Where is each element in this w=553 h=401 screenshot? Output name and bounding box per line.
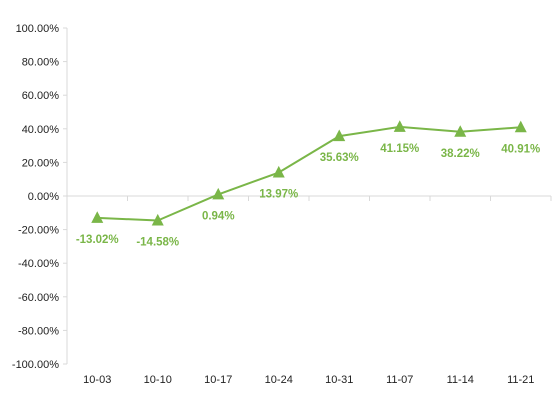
x-tick-label: 10-10 [144, 374, 172, 386]
data-label: 13.97% [259, 189, 298, 201]
data-point-marker [272, 165, 285, 178]
y-tick-label: 0.00% [28, 191, 59, 203]
y-tick-label: -80.00% [18, 325, 59, 337]
data-label: 38.22% [441, 148, 480, 160]
x-tick-label: 10-24 [265, 374, 293, 386]
data-label: 41.15% [380, 143, 419, 155]
x-tick-label: 11-14 [447, 374, 474, 386]
x-tick-label: 11-07 [386, 374, 413, 386]
series-line [97, 125, 521, 222]
x-tick-label: 10-31 [325, 374, 353, 386]
y-tick-label: 80.00% [22, 57, 60, 69]
x-tick-label: 10-03 [83, 374, 111, 386]
y-tick-label: 40.00% [22, 124, 60, 136]
x-tick-label: 11-21 [507, 374, 534, 386]
data-point-marker [333, 129, 346, 142]
data-point-marker [151, 213, 164, 226]
data-label: 40.91% [501, 143, 540, 155]
y-tick-label: 60.00% [22, 90, 60, 102]
x-axis: 10-03 10-10 10-17 10-24 10-31 11-07 11-14 11-21 [66, 195, 552, 386]
x-tick-label: 10-17 [204, 374, 232, 386]
data-point-marker [212, 187, 225, 200]
data-point-marker [91, 211, 104, 223]
y-tick-label: -60.00% [18, 292, 59, 304]
data-point-marker [393, 120, 406, 132]
series-line-group [91, 120, 527, 226]
y-tick-label: -40.00% [18, 258, 59, 270]
y-tick-label: 100.00% [16, 23, 60, 35]
data-point-marker [514, 120, 527, 133]
y-axis: 100.00% 80.00% 60.00% 40.00% 20.00% 0.00% -20.… [12, 23, 68, 371]
data-labels: -13.02% -14.58% 0.94% 13.97% 35.63% 41.15% 38.… [76, 143, 540, 249]
y-tick-label: 20.00% [22, 157, 60, 169]
data-point-marker [454, 125, 467, 137]
y-tick-label: -20.00% [18, 225, 59, 237]
data-label: -14.58% [136, 236, 179, 248]
data-label: 35.63% [320, 152, 359, 164]
data-label: -13.02% [76, 234, 119, 246]
y-tick-label: -100.00% [12, 359, 59, 371]
data-label: 0.94% [202, 210, 235, 222]
